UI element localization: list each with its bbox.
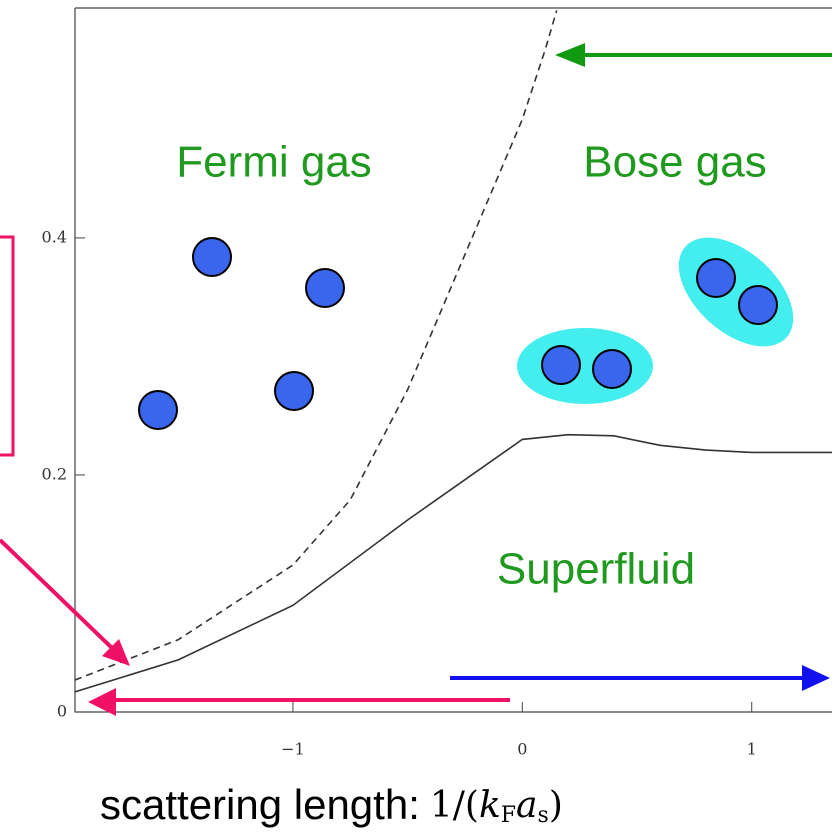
y-tick-label: 0: [57, 702, 67, 721]
y-tick-label: 0.2: [42, 464, 67, 483]
math: k: [479, 785, 501, 826]
x-axis-label: scattering length: 1/(kFas): [100, 781, 563, 828]
annotation: Fermi gas: [176, 138, 372, 187]
y-tick-label: 0.4: [42, 227, 67, 246]
annotation: Superfluid: [497, 545, 695, 594]
math: a: [516, 785, 537, 826]
curve: [75, 10, 558, 681]
math: s: [538, 803, 549, 828]
x-tick-label: −1: [281, 740, 305, 759]
plot-area: [75, 10, 832, 693]
math: 1/(: [430, 785, 479, 826]
particles: [138, 237, 794, 430]
arrows: [0, 43, 832, 716]
annotation: Bose gas: [583, 138, 766, 187]
x-tick-label: 0: [517, 740, 527, 759]
math: ): [549, 785, 563, 826]
x-tick-label: 1: [747, 740, 757, 759]
x-axis-label-math: 1/(kFas): [430, 785, 563, 828]
x-axis-label-text: scattering length:: [100, 781, 420, 828]
math: F: [501, 803, 516, 828]
curve: [75, 433, 832, 693]
